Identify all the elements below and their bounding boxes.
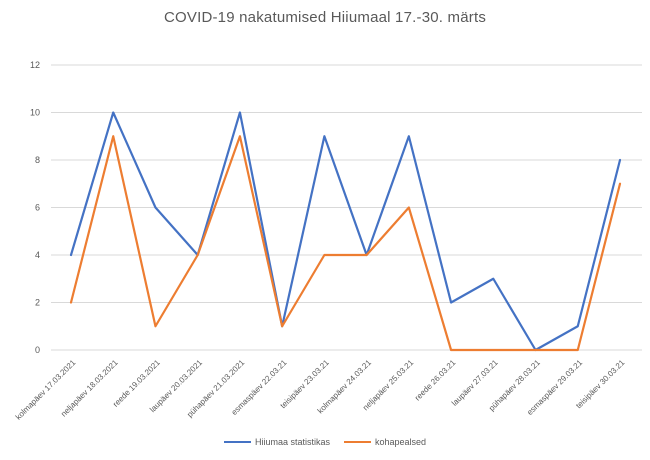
y-tick-label: 4: [35, 250, 40, 260]
legend-item-hiiumaa-statistikas: Hiiumaa statistikas: [223, 437, 330, 447]
y-tick-label: 12: [30, 60, 40, 70]
y-tick-label: 0: [35, 345, 40, 355]
chart-legend: Hiiumaa statistikas kohapealsed: [0, 437, 650, 447]
y-tick-label: 8: [35, 155, 40, 165]
chart-title: COVID-19 nakatumised Hiiumaal 17.-30. mä…: [163, 9, 487, 26]
series-line-kohapealsed: [69, 135, 622, 352]
y-tick-label: 10: [30, 108, 40, 118]
y-tick-label: 2: [35, 298, 40, 308]
legend-line-marker-blue-icon: [223, 441, 251, 443]
legend-label-kohapealsed: kohapealsed: [374, 437, 427, 447]
legend-label-hiiumaa-statistikas: Hiiumaa statistikas: [254, 437, 330, 447]
legend-line-marker-orange-icon: [343, 441, 371, 443]
y-tick-label: 6: [35, 203, 40, 213]
series-line-hiiumaa-statistikas: [69, 111, 622, 352]
x-tick-label: reede 26.03.21: [413, 358, 458, 403]
legend-item-kohapealsed: kohapealsed: [343, 437, 427, 447]
